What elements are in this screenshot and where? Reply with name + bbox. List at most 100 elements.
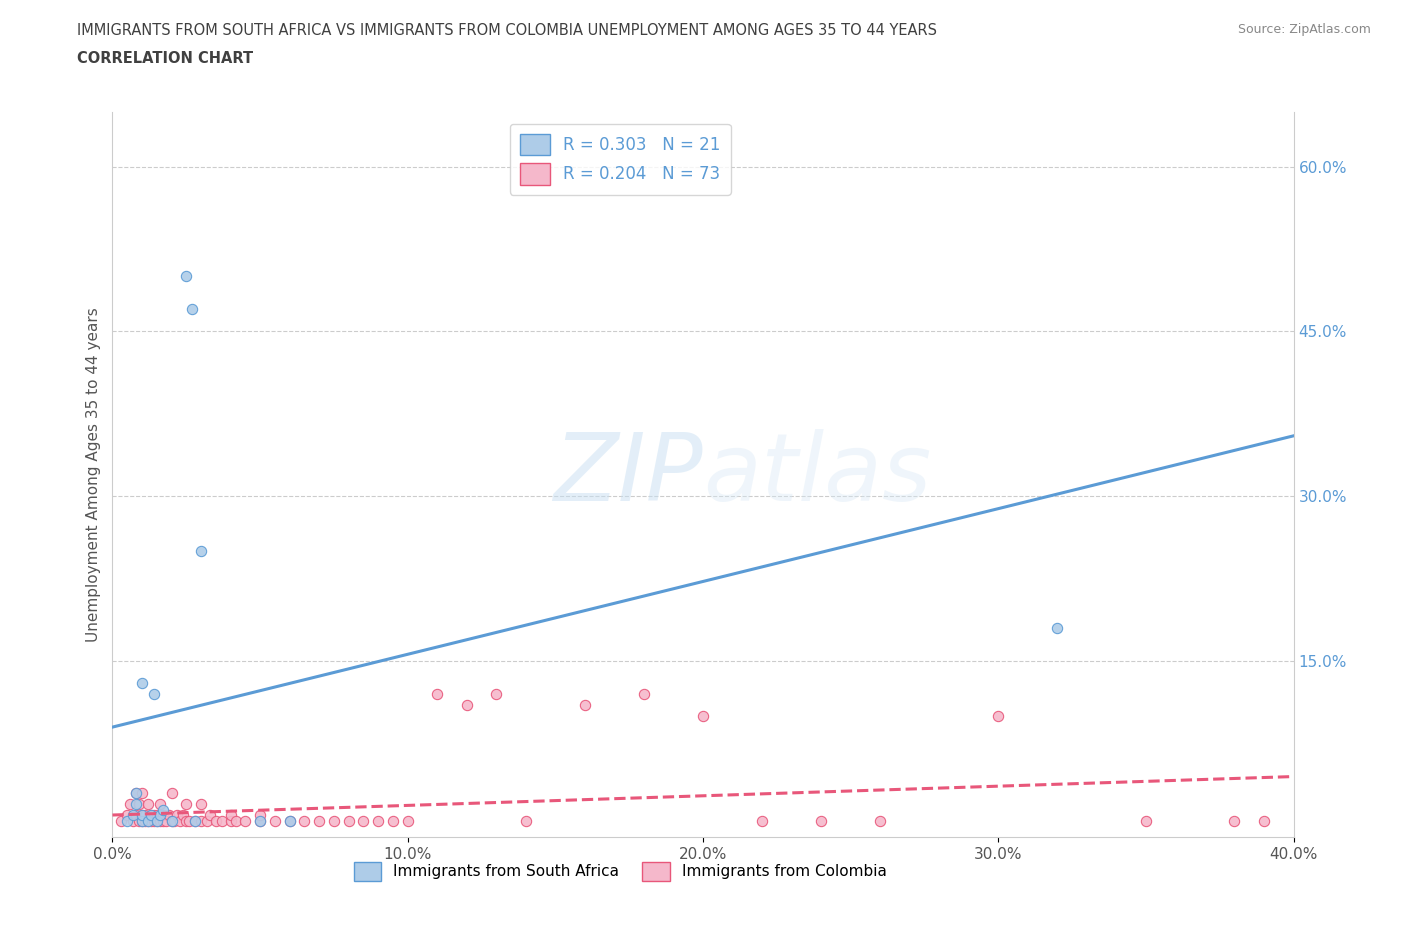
Point [128, 813, 150, 828]
Point [367, 813, 389, 828]
Point [131, 807, 153, 822]
Point [152, 802, 174, 817]
Point [172, 807, 194, 822]
Point [633, 686, 655, 701]
Point [134, 813, 156, 828]
Point [146, 813, 169, 828]
Point [233, 813, 256, 828]
Point [184, 813, 207, 828]
Point [426, 686, 449, 701]
Point [184, 813, 207, 828]
Point [131, 813, 153, 828]
Point [149, 813, 172, 828]
Point [190, 544, 212, 559]
Point [181, 302, 204, 317]
Point [155, 813, 177, 828]
Point [352, 813, 374, 828]
Text: atlas: atlas [703, 429, 931, 520]
Point [382, 813, 405, 828]
Y-axis label: Unemployment Among Ages 35 to 44 years: Unemployment Among Ages 35 to 44 years [86, 307, 101, 642]
Point [249, 813, 271, 828]
Point [198, 807, 221, 822]
Point [134, 807, 156, 822]
Point [174, 797, 197, 812]
Text: ZIP: ZIP [554, 429, 703, 520]
Point [211, 813, 233, 828]
Point [131, 807, 153, 822]
Point [987, 709, 1010, 724]
Point [219, 813, 242, 828]
Point [323, 813, 346, 828]
Point [157, 807, 180, 822]
Point [169, 813, 191, 828]
Legend: Immigrants from South Africa, Immigrants from Colombia: Immigrants from South Africa, Immigrants… [347, 856, 893, 887]
Point [122, 813, 145, 828]
Point [160, 786, 183, 801]
Point [149, 797, 172, 812]
Point [136, 797, 159, 812]
Point [278, 813, 301, 828]
Point [142, 807, 165, 822]
Point [278, 813, 301, 828]
Point [515, 813, 537, 828]
Point [131, 813, 153, 828]
Point [120, 797, 142, 812]
Point [160, 813, 183, 828]
Point [139, 807, 162, 822]
Point [396, 813, 419, 828]
Point [1253, 813, 1275, 828]
Point [456, 698, 478, 712]
Point [249, 807, 271, 822]
Point [125, 786, 148, 801]
Point [195, 813, 218, 828]
Point [163, 813, 186, 828]
Point [166, 807, 188, 822]
Point [146, 813, 169, 828]
Point [225, 813, 247, 828]
Point [751, 813, 773, 828]
Point [136, 813, 159, 828]
Point [160, 813, 183, 828]
Point [174, 269, 197, 284]
Text: Source: ZipAtlas.com: Source: ZipAtlas.com [1237, 23, 1371, 36]
Point [1135, 813, 1157, 828]
Point [1046, 620, 1069, 635]
Point [125, 807, 148, 822]
Point [308, 813, 330, 828]
Point [110, 813, 132, 828]
Point [190, 813, 212, 828]
Point [122, 807, 145, 822]
Point [1223, 813, 1246, 828]
Point [136, 813, 159, 828]
Text: IMMIGRANTS FROM SOUTH AFRICA VS IMMIGRANTS FROM COLOMBIA UNEMPLOYMENT AMONG AGES: IMMIGRANTS FROM SOUTH AFRICA VS IMMIGRAN… [77, 23, 938, 38]
Point [485, 686, 508, 701]
Point [810, 813, 832, 828]
Point [128, 797, 150, 812]
Point [125, 797, 148, 812]
Point [249, 813, 271, 828]
Point [152, 813, 174, 828]
Point [574, 698, 596, 712]
Point [337, 813, 360, 828]
Point [131, 786, 153, 801]
Point [149, 807, 172, 822]
Point [117, 813, 138, 828]
Point [142, 813, 165, 828]
Point [152, 807, 174, 822]
Point [117, 807, 138, 822]
Point [131, 676, 153, 691]
Point [869, 813, 891, 828]
Point [146, 807, 169, 822]
Point [190, 797, 212, 812]
Point [205, 813, 228, 828]
Point [692, 709, 714, 724]
Point [174, 813, 197, 828]
Point [142, 686, 165, 701]
Point [292, 813, 315, 828]
Point [179, 813, 201, 828]
Text: CORRELATION CHART: CORRELATION CHART [77, 51, 253, 66]
Point [139, 813, 162, 828]
Point [125, 786, 148, 801]
Point [139, 807, 162, 822]
Point [219, 807, 242, 822]
